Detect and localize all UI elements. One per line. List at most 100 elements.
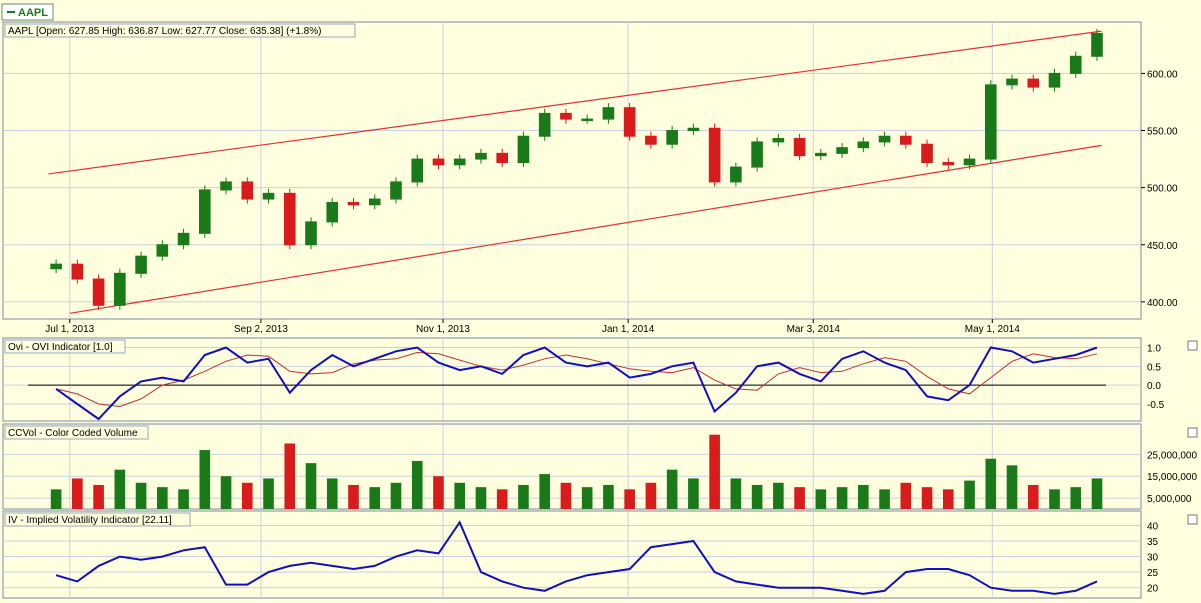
candle-body	[878, 135, 891, 143]
iv-series	[55, 520, 1098, 595]
price-panel: AAPL [Open: 627.85 High: 636.87 Low: 627…	[2, 21, 1178, 335]
candle-body	[538, 112, 551, 137]
volume-bar	[263, 478, 274, 509]
price-legend-box	[4, 23, 356, 38]
candle-body	[921, 143, 933, 164]
y-tick-label: 600.00	[1147, 69, 1178, 80]
ovi-panel: Ovi - OVI Indicator [1.0] 1.0 0.5 0.0 -0.5	[2, 337, 1198, 422]
candle-body	[517, 135, 530, 164]
y-tick-label: 25,000,000	[1147, 450, 1197, 461]
x-tick-label: Jul 1, 2013	[45, 324, 94, 335]
volume-bar	[624, 489, 635, 509]
candle-body	[241, 181, 254, 200]
candle-body	[942, 162, 955, 166]
volume-panel-resize-handle[interactable]	[1187, 427, 1198, 438]
volume-bar	[1027, 484, 1039, 509]
candle-body	[177, 232, 190, 246]
candle-body	[984, 84, 997, 160]
iv-panel-resize-handle[interactable]	[1187, 514, 1198, 525]
candle-body	[815, 152, 827, 157]
x-tick-label: May 1, 2014	[965, 324, 1020, 335]
candle-body	[50, 263, 62, 270]
candle-body	[496, 152, 509, 164]
candle-body	[411, 158, 424, 183]
channel-lower-line	[69, 144, 1102, 314]
volume-bar	[178, 489, 189, 509]
volume-bar	[688, 478, 699, 509]
ovi-grid	[3, 338, 1141, 421]
volume-bar	[93, 484, 104, 509]
ovi-line	[55, 346, 1098, 421]
y-tick-label: 500.00	[1147, 184, 1178, 195]
volume-bar	[964, 480, 975, 509]
symbol-tab-label: AAPL	[18, 7, 48, 19]
ovi-legend-box	[4, 339, 126, 354]
candle-body	[645, 135, 657, 145]
candle-body	[793, 138, 806, 157]
volume-bar	[709, 434, 720, 509]
candle-body	[1069, 55, 1082, 74]
ovi-panel-label: Ovi - OVI Indicator [1.0]	[8, 342, 113, 353]
candle-body	[368, 198, 381, 206]
y-tick-label: 40	[1147, 521, 1159, 532]
x-tick-label: Mar 3, 2014	[787, 324, 841, 335]
candle-body	[390, 181, 402, 200]
volume-bar	[666, 469, 678, 509]
volume-bar	[921, 487, 933, 509]
y-tick-label: 550.00	[1147, 127, 1178, 138]
iv-grid	[3, 511, 1141, 598]
volume-bar	[751, 484, 763, 509]
volume-panel: CCVol - Color Coded Volume 25,000,000 15,…	[2, 423, 1198, 510]
volume-legend-box	[4, 425, 149, 440]
volume-bar	[1049, 489, 1060, 509]
candle-body	[1091, 32, 1103, 57]
candle-body	[900, 135, 912, 145]
candle-body	[687, 127, 700, 132]
volume-bar	[942, 489, 954, 509]
candle-body	[305, 221, 317, 246]
volume-bar	[1091, 478, 1103, 509]
candle-body	[114, 272, 126, 306]
candle-body	[262, 192, 275, 200]
candle-body	[156, 244, 169, 257]
candle-body	[857, 141, 870, 149]
candle-body	[1027, 78, 1040, 88]
price-panel-label: AAPL [Open: 627.85 High: 636.87 Low: 627…	[8, 26, 321, 37]
y-tick-label: 450.00	[1147, 241, 1178, 252]
volume-bar	[836, 487, 848, 509]
price-plot-area	[2, 21, 1142, 320]
iv-y-axis: 40 35 30 25 20	[1147, 521, 1159, 594]
ovi-signal-line	[55, 351, 1098, 408]
candle-body	[347, 201, 360, 206]
symbol-tab[interactable]: AAPL	[1, 3, 54, 21]
candle-body	[92, 278, 105, 306]
candlestick-series	[50, 28, 1103, 310]
volume-bar	[305, 463, 317, 509]
candle-body	[432, 158, 445, 166]
volume-bar	[433, 476, 444, 509]
y-tick-label: 30	[1147, 553, 1159, 564]
volume-bars	[50, 434, 1103, 509]
iv-legend-box	[4, 512, 191, 527]
y-tick-label: 15,000,000	[1147, 472, 1197, 483]
volume-y-axis: 25,000,000 15,000,000 5,000,000	[1147, 450, 1197, 505]
volume-bar	[114, 469, 126, 509]
y-tick-label: 5,000,000	[1147, 494, 1192, 505]
volume-bar	[199, 450, 211, 509]
volume-bar	[1070, 487, 1082, 509]
volume-bar	[581, 487, 593, 509]
iv-panel: IV - Implied Volatility Indicator [22.11…	[2, 510, 1198, 599]
volume-bar	[645, 482, 657, 509]
candle-body	[708, 127, 721, 183]
price-y-axis: 600.00 550.00 500.00 450.00 400.00	[1141, 69, 1178, 309]
volume-bar	[454, 482, 466, 509]
volume-bar	[284, 443, 296, 509]
ovi-plot-area	[2, 337, 1142, 422]
y-tick-label: 25	[1147, 568, 1159, 579]
volume-bar	[1006, 465, 1018, 509]
volume-bar	[475, 487, 487, 509]
x-tick-label: Nov 1, 2013	[416, 324, 470, 335]
ovi-panel-resize-handle[interactable]	[1187, 340, 1198, 351]
volume-bar	[369, 487, 381, 509]
